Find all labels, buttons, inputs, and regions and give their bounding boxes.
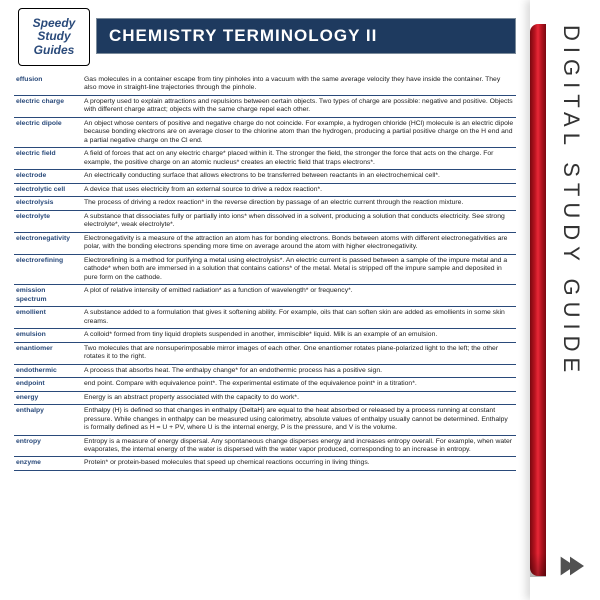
term-cell: electrolytic cell	[14, 184, 80, 196]
term-cell: enzyme	[14, 457, 80, 469]
definition-cell: A process that absorbs heat. The enthalp…	[80, 365, 516, 377]
term-cell: electronegativity	[14, 233, 80, 254]
table-row: emission spectrumA plot of relative inte…	[14, 285, 516, 307]
table-row: entropyEntropy is a measure of energy di…	[14, 436, 516, 458]
definition-cell: A substance added to a formulation that …	[80, 307, 516, 328]
definition-cell: A substance that dissociates fully or pa…	[80, 211, 516, 232]
term-cell: electrolysis	[14, 197, 80, 209]
definition-cell: An electrically conducting surface that …	[80, 170, 516, 182]
definition-cell: Protein* or protein-based molecules that…	[80, 457, 516, 469]
brand-line2: Study	[37, 30, 70, 43]
definition-cell: Two molecules that are nonsuperimposable…	[80, 343, 516, 364]
definition-cell: A field of forces that act on any electr…	[80, 148, 516, 169]
table-row: effusionGas molecules in a container esc…	[14, 74, 516, 96]
definition-cell: A property used to explain attractions a…	[80, 96, 516, 117]
table-row: electrodeAn electrically conducting surf…	[14, 170, 516, 183]
definition-cell: An object whose centers of positive and …	[80, 118, 516, 147]
term-cell: enthalpy	[14, 405, 80, 434]
definition-cell: A device that uses electricity from an e…	[80, 184, 516, 196]
table-row: electric dipoleAn object whose centers o…	[14, 118, 516, 148]
table-row: endpointend point. Compare with equivale…	[14, 378, 516, 391]
brand-badge: Speedy Study Guides	[18, 8, 90, 66]
definition-cell: A plot of relative intensity of emitted …	[80, 285, 516, 306]
term-cell: electrode	[14, 170, 80, 182]
definition-cell: A colloid* formed from tiny liquid dropl…	[80, 329, 516, 341]
brand-line3: Guides	[34, 44, 75, 57]
definition-cell: Enthalpy (H) is defined so that changes …	[80, 405, 516, 434]
term-cell: emission spectrum	[14, 285, 80, 306]
term-cell: endpoint	[14, 378, 80, 390]
definition-cell: end point. Compare with equivalence poin…	[80, 378, 516, 390]
definition-cell: The process of driving a redox reaction*…	[80, 197, 516, 209]
term-cell: effusion	[14, 74, 80, 95]
table-row: emulsionA colloid* formed from tiny liqu…	[14, 329, 516, 342]
definition-cell: Electronegativity is a measure of the at…	[80, 233, 516, 254]
table-row: electrolytic cellA device that uses elec…	[14, 184, 516, 197]
term-cell: electric charge	[14, 96, 80, 117]
term-cell: entropy	[14, 436, 80, 457]
table-row: enthalpyEnthalpy (H) is defined so that …	[14, 405, 516, 435]
term-cell: electrorefining	[14, 255, 80, 284]
table-row: electric chargeA property used to explai…	[14, 96, 516, 118]
table-row: electrolysisThe process of driving a red…	[14, 197, 516, 210]
forward-icon	[556, 552, 584, 580]
table-row: emollientA substance added to a formulat…	[14, 307, 516, 329]
term-cell: electric field	[14, 148, 80, 169]
table-row: electrolyteA substance that dissociates …	[14, 211, 516, 233]
definition-cell: Energy is an abstract property associate…	[80, 392, 516, 404]
table-row: endothermicA process that absorbs heat. …	[14, 365, 516, 378]
page-title: CHEMISTRY TERMINOLOGY II	[96, 18, 516, 54]
definition-cell: Electrorefining is a method for purifyin…	[80, 255, 516, 284]
term-cell: electrolyte	[14, 211, 80, 232]
term-cell: enantiomer	[14, 343, 80, 364]
table-row: energyEnergy is an abstract property ass…	[14, 392, 516, 405]
definition-cell: Entropy is a measure of energy dispersal…	[80, 436, 516, 457]
term-cell: energy	[14, 392, 80, 404]
term-cell: electric dipole	[14, 118, 80, 147]
bookmark-tab	[530, 24, 546, 576]
table-row: enantiomerTwo molecules that are nonsupe…	[14, 343, 516, 365]
table-row: enzymeProtein* or protein-based molecule…	[14, 457, 516, 470]
term-cell: emulsion	[14, 329, 80, 341]
table-row: electric fieldA field of forces that act…	[14, 148, 516, 170]
table-row: electrorefiningElectrorefining is a meth…	[14, 255, 516, 285]
term-cell: emollient	[14, 307, 80, 328]
definition-cell: Gas molecules in a container escape from…	[80, 74, 516, 95]
term-cell: endothermic	[14, 365, 80, 377]
terms-table: effusionGas molecules in a container esc…	[14, 74, 516, 594]
spine-label: DIGITAL STUDY GUIDE	[558, 25, 584, 378]
table-row: electronegativityElectronegativity is a …	[14, 233, 516, 255]
